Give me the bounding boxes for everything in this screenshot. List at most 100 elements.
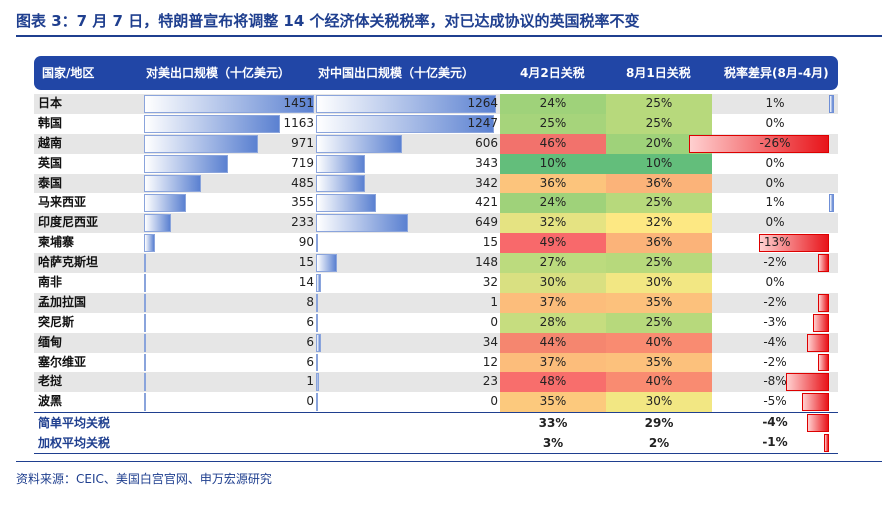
cn-export-value: 1247	[467, 115, 498, 130]
us-export-bar	[144, 214, 172, 233]
cn-export-bar	[316, 333, 321, 352]
diff-value: 1%	[765, 195, 785, 210]
footer-divider	[16, 461, 882, 462]
cn-export-value: 0	[490, 314, 498, 329]
aug-tariff-cell: 40%	[606, 332, 712, 353]
aug-tariff-cell: 25%	[606, 253, 712, 274]
table-row: 越南 971 606 46% 20% -26%	[34, 133, 838, 154]
header-aug-tariff: 8月1日关税	[626, 66, 691, 80]
us-export-bar	[144, 274, 146, 292]
apr-tariff-cell: 30%	[500, 273, 606, 293]
country-name: 塞尔维亚	[38, 354, 87, 369]
country-name: 老挝	[38, 374, 63, 389]
us-export-value: 1451	[283, 96, 314, 110]
table-row: 柬埔寨 90 15 49% 36% -13%	[34, 233, 838, 254]
aug-tariff-cell: 40%	[606, 372, 712, 393]
apr-tariff-cell: 27%	[500, 253, 606, 274]
cn-export-value: 23	[482, 374, 498, 389]
diff-value: 0%	[765, 275, 785, 290]
us-export-value: 719	[291, 155, 314, 170]
apr-tariff-cell: 37%	[500, 352, 606, 373]
figure-title: 图表 3：7 月 7 日，特朗普宣布将调整 14 个经济体关税税率，对已达成协议…	[16, 12, 640, 30]
header-us-export: 对美出口规模（十亿美元）	[146, 66, 291, 80]
source-note: 资料来源：CEIC、美国白宫官网、申万宏源研究	[16, 472, 272, 486]
us-export-bar	[144, 373, 146, 392]
header-apr-tariff: 4月2日关税	[520, 66, 585, 80]
country-name: 泰国	[38, 175, 63, 190]
us-export-value: 90	[298, 235, 314, 250]
us-export-bar	[144, 154, 229, 173]
us-export-value: 971	[291, 135, 314, 150]
us-export-value: 0	[306, 394, 314, 409]
diff-bar	[759, 234, 829, 253]
aug-tariff-cell: 35%	[606, 352, 712, 373]
us-export-value: 355	[291, 195, 314, 210]
diff-value: -26%	[759, 135, 791, 150]
country-name: 英国	[38, 155, 63, 170]
table-bottom-rule	[34, 453, 838, 455]
header-diff: 税率差异(8月-4月)	[724, 66, 829, 80]
cn-export-value: 421	[475, 195, 498, 210]
diff-value: -2%	[763, 294, 787, 309]
us-export-value: 6	[306, 334, 314, 349]
diff-value: 0%	[765, 115, 785, 130]
diff-value: -5%	[763, 394, 787, 409]
cn-export-bar	[316, 114, 494, 133]
cn-export-value: 148	[475, 255, 498, 270]
summary-aug: 29%	[644, 416, 674, 431]
aug-tariff-cell: 20%	[606, 133, 712, 154]
cn-export-value: 1264	[467, 96, 498, 110]
table-row: 南非 14 32 30% 30% 0%	[34, 273, 838, 293]
cn-export-bar	[316, 274, 321, 292]
country-name: 孟加拉国	[38, 294, 87, 309]
table-row: 突尼斯 6 0 28% 25% -3%	[34, 312, 838, 333]
diff-bar	[823, 434, 829, 453]
diff-value: 1%	[765, 96, 785, 110]
cn-export-bar	[316, 234, 319, 253]
us-export-value: 8	[306, 294, 314, 309]
diff-bar	[802, 393, 829, 412]
table-row: 塞尔维亚 6 12 37% 35% -2%	[34, 352, 838, 373]
summary-divider	[34, 412, 838, 414]
title-divider	[16, 35, 882, 37]
us-export-bar	[144, 333, 146, 352]
us-export-value: 6	[306, 354, 314, 369]
us-export-value: 15	[298, 255, 314, 270]
us-export-value: 233	[291, 215, 314, 230]
us-export-value: 6	[306, 314, 314, 329]
table-row: 泰国 485 342 36% 36% 0%	[34, 173, 838, 194]
us-export-value: 485	[291, 175, 314, 190]
country-name: 越南	[38, 135, 63, 150]
table-row: 老挝 1 23 48% 40% -8%	[34, 372, 838, 393]
cn-export-bar	[316, 194, 376, 213]
cn-export-bar	[316, 254, 338, 273]
apr-tariff-cell: 44%	[500, 332, 606, 353]
apr-tariff-cell: 35%	[500, 392, 606, 413]
table-body: 日本 1451 1264 24% 25% 1% 韩国 1163 1247 25% 25% 0% 越南 97…	[34, 94, 838, 413]
diff-bar	[818, 254, 829, 273]
apr-tariff-cell: 48%	[500, 372, 606, 393]
diff-value: -8%	[763, 374, 787, 389]
country-name: 柬埔寨	[38, 235, 75, 250]
diff-value: 0%	[765, 175, 785, 190]
aug-tariff-cell: 35%	[606, 292, 712, 313]
us-export-value: 1	[306, 374, 314, 389]
diff-bar	[829, 194, 835, 213]
us-export-bar	[144, 95, 314, 113]
apr-tariff-cell: 37%	[500, 292, 606, 313]
aug-tariff-cell: 36%	[606, 173, 712, 194]
aug-tariff-cell: 36%	[606, 233, 712, 254]
apr-tariff-cell: 10%	[500, 153, 606, 174]
diff-bar	[785, 373, 829, 392]
table-row: 英国 719 343 10% 10% 0%	[34, 153, 838, 174]
cn-export-value: 342	[475, 175, 498, 190]
us-export-bar	[144, 194, 186, 213]
diff-bar	[829, 95, 835, 113]
us-export-bar	[144, 234, 155, 253]
country-name: 马来西亚	[38, 195, 87, 210]
us-export-bar	[144, 353, 146, 372]
cn-export-value: 343	[475, 155, 498, 170]
diff-bar	[807, 414, 829, 433]
cn-export-value: 1	[490, 294, 498, 309]
tariff-table: 国家/地区 对美出口规模（十亿美元） 对中国出口规模（十亿美元） 4月2日关税 …	[34, 56, 838, 455]
